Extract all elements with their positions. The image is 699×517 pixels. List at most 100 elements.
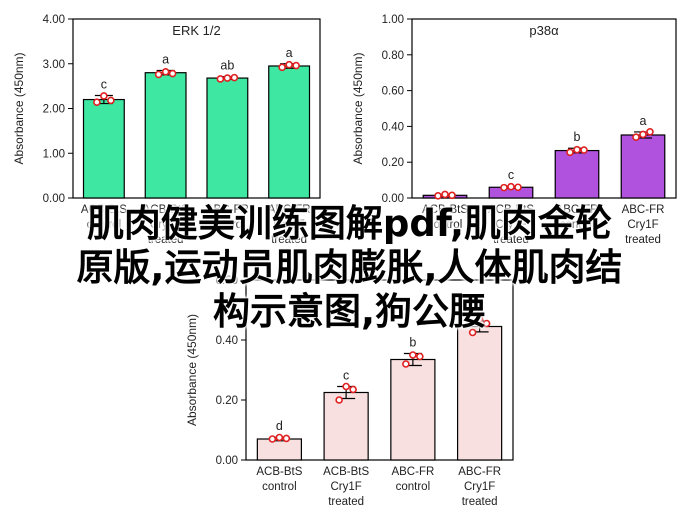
y-tick-label: 3.00 <box>43 59 65 71</box>
data-point <box>216 75 225 83</box>
x-tick-label: ACB-BtS <box>256 466 302 478</box>
chart-3: 0.00 0.20 0.40 0.60 Absorbance (450nm) d ACB-B… <box>185 275 514 508</box>
bar <box>456 325 503 461</box>
y-tick-label: 1.00 <box>43 148 65 160</box>
x-tick-label: treated <box>493 234 529 246</box>
y-tick-label: 0.00 <box>382 193 404 205</box>
x-tick-label: ACB-BtS <box>143 204 189 216</box>
chart-title: ERK 1/2 <box>172 23 220 38</box>
x-tick-label: treated <box>462 496 498 508</box>
data-point <box>448 191 456 200</box>
data-point <box>168 69 177 78</box>
bar <box>323 391 369 461</box>
y-tick-label: 4.00 <box>43 14 65 26</box>
y-tick-label: 0.20 <box>216 395 238 407</box>
bar <box>554 149 600 199</box>
data-point <box>573 145 581 154</box>
x-tick-label: ABC-FR <box>268 204 311 216</box>
bar <box>82 98 125 199</box>
y-tick-label: 0.00 <box>43 193 65 205</box>
data-point <box>223 74 232 82</box>
data-point <box>475 315 484 323</box>
x-tick-label: Cry1F <box>464 481 495 493</box>
data-point <box>349 385 357 394</box>
x-tick-label: control <box>560 219 595 231</box>
significance-letter: ab <box>220 59 234 73</box>
x-tick-label: ABC-FR <box>556 204 599 216</box>
x-tick-label: Cry1F <box>150 219 181 231</box>
bar <box>144 72 187 199</box>
data-point <box>107 96 115 105</box>
data-point <box>500 183 508 192</box>
x-tick-label: treated <box>328 496 364 508</box>
data-point <box>507 182 515 191</box>
data-point <box>100 92 108 100</box>
x-tick-label: ACB-BtS <box>323 466 369 478</box>
bar <box>256 438 303 461</box>
x-tick-label: ABC-FR <box>206 204 249 216</box>
x-tick-label: control <box>396 481 431 493</box>
x-tick-label: treated <box>625 234 661 246</box>
y-tick-label: 0.20 <box>382 157 404 169</box>
x-tick-label: ACB-BtS <box>422 204 468 216</box>
data-point <box>268 435 277 443</box>
data-point <box>468 328 477 337</box>
data-point <box>342 382 350 391</box>
data-point <box>93 98 101 107</box>
bar <box>268 65 311 199</box>
data-point <box>402 360 410 368</box>
x-tick-label: Cry1F <box>273 219 304 231</box>
data-point <box>292 61 300 70</box>
data-point <box>278 63 286 72</box>
y-tick-label: 0.80 <box>382 50 404 62</box>
data-point <box>639 130 647 139</box>
significance-letter: c <box>508 168 514 182</box>
overlay-text-line-2: 原版,运动员肌肉膨胀,人体肌肉结 <box>76 246 623 289</box>
significance-letter: c <box>101 78 107 92</box>
y-tick-label: 0.00 <box>216 455 238 467</box>
data-point <box>282 434 291 443</box>
data-point <box>580 146 588 154</box>
overlay-text-line-3: 构示意图,狗公腰 <box>212 290 487 333</box>
significance-letter: d <box>276 419 283 433</box>
y-tick-label: 0.60 <box>382 86 404 98</box>
data-point <box>275 433 284 442</box>
y-axis-label: Absorbance (450nm) <box>185 314 199 426</box>
y-axis-label: Absorbance (450nm) <box>351 52 365 164</box>
x-tick-label: ABC-FR <box>391 466 434 478</box>
data-point <box>632 133 640 141</box>
y-tick-label: 0.40 <box>216 335 238 347</box>
plot-frame <box>411 18 677 199</box>
y-tick-label: 2.00 <box>43 104 65 116</box>
data-point <box>566 148 574 157</box>
data-point <box>161 68 170 76</box>
plot-frame <box>245 279 514 461</box>
y-tick-label: 0.40 <box>382 121 404 133</box>
overlay-text-line-1: 肌肉健美训练图解pdf,肌肉金轮 <box>86 202 613 245</box>
x-tick-label: Cry1F <box>330 481 361 493</box>
x-tick-label: control <box>87 219 122 231</box>
data-point <box>416 352 424 361</box>
data-point <box>434 192 442 200</box>
data-point <box>409 351 417 359</box>
significance-letter: b <box>574 130 581 144</box>
y-tick-label: 0.60 <box>216 275 238 287</box>
significance-letter: c <box>343 369 349 383</box>
x-tick-label: ACB-BtS <box>81 204 127 216</box>
y-axis-label: Absorbance (450nm) <box>12 52 26 164</box>
significance-letter: a <box>476 303 483 317</box>
significance-letter: b <box>409 336 416 350</box>
data-point <box>154 70 163 79</box>
data-point <box>482 319 491 328</box>
data-point <box>335 396 343 404</box>
data-point <box>646 127 654 136</box>
data-point <box>514 183 522 192</box>
chart-2: 0.00 0.20 0.40 0.60 0.80 1.00 Absorbance (450n… <box>351 14 677 246</box>
data-point <box>285 60 293 69</box>
chart-1: 0.00 1.00 2.00 3.00 4.00 Absorbance (450nm) ER… <box>12 14 321 246</box>
x-tick-label: control <box>428 219 463 231</box>
bar <box>206 77 249 199</box>
significance-letter: a <box>640 114 647 128</box>
x-tick-label: Cry1F <box>627 219 658 231</box>
